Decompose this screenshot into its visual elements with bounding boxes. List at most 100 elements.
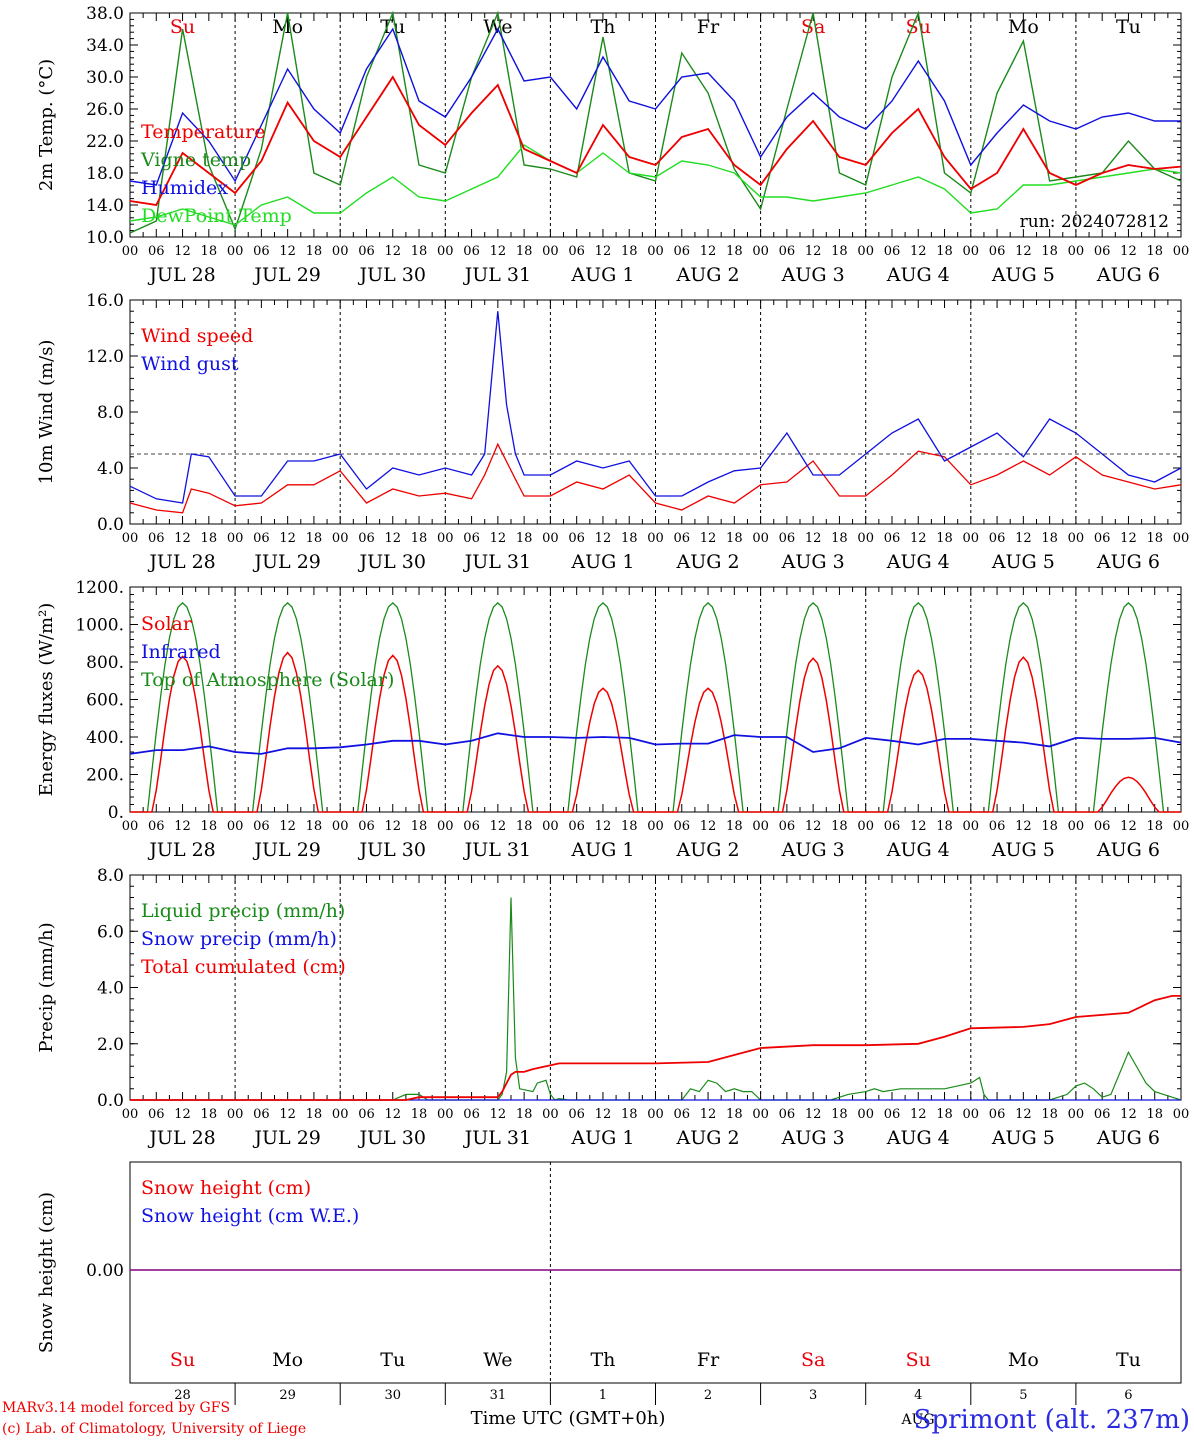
hour-tick-label: 12 xyxy=(384,1107,401,1122)
lab-credit: (c) Lab. of Climatology, University of L… xyxy=(2,1421,306,1437)
legend-entry: Vigne temp xyxy=(140,149,251,171)
hour-tick-label: 06 xyxy=(463,1107,480,1122)
date-tick-label: AUG 3 xyxy=(781,551,845,573)
day-number-label: 28 xyxy=(174,1388,191,1403)
hour-tick-label: 00 xyxy=(122,244,139,259)
hour-tick-label: 18 xyxy=(306,819,323,834)
hour-tick-label: 18 xyxy=(726,1107,743,1122)
hour-tick-label: 12 xyxy=(279,244,296,259)
day-number-label: 1 xyxy=(599,1388,607,1403)
hour-tick-label: 18 xyxy=(621,244,638,259)
y-tick-label: 26.0 xyxy=(86,100,124,120)
hour-tick-label: 06 xyxy=(1094,531,1111,546)
hour-tick-label: 12 xyxy=(1120,244,1137,259)
weekday-label: Su xyxy=(906,16,931,38)
weekday-label: Su xyxy=(170,1349,195,1371)
legend-entry: Snow height (cm W.E.) xyxy=(141,1205,359,1227)
hour-tick-label: 06 xyxy=(463,819,480,834)
weekday-label: Su xyxy=(170,16,195,38)
date-tick-label: JUL 30 xyxy=(358,1127,426,1149)
hour-tick-label: 00 xyxy=(1068,531,1085,546)
legend-entry: Top of Atmosphere (Solar) xyxy=(141,669,394,691)
hour-tick-label: 00 xyxy=(857,1107,874,1122)
hour-tick-label: 06 xyxy=(884,244,901,259)
legend-entry: Temperature xyxy=(141,121,265,143)
date-tick-label: AUG 3 xyxy=(781,264,845,286)
day-number-label: 3 xyxy=(809,1388,817,1403)
hour-tick-label: 12 xyxy=(910,531,927,546)
hour-tick-label: 06 xyxy=(463,244,480,259)
hour-tick-label: 18 xyxy=(201,1107,218,1122)
hour-tick-label: 18 xyxy=(726,531,743,546)
hour-tick-label: 12 xyxy=(1120,819,1137,834)
hour-tick-label: 00 xyxy=(647,531,664,546)
weekday-label: Fr xyxy=(697,16,720,38)
hour-tick-label: 06 xyxy=(779,1107,796,1122)
legend-entry: Wind gust xyxy=(141,353,239,375)
hour-tick-label: 00 xyxy=(1173,531,1190,546)
hour-tick-label: 18 xyxy=(516,819,533,834)
panel-snow: 0.00 Snow height (cm) Snow height (cm) Snow… xyxy=(36,1161,1182,1405)
legend-entry: Snow precip (mm/h) xyxy=(141,928,337,950)
hour-tick-label: 06 xyxy=(253,1107,270,1122)
hour-tick-label: 12 xyxy=(279,819,296,834)
legend-entry: Solar xyxy=(141,613,193,635)
hour-tick-label: 00 xyxy=(1173,819,1190,834)
hour-tick-label: 18 xyxy=(936,531,953,546)
weekday-label: Sa xyxy=(801,1349,825,1371)
hour-tick-label: 12 xyxy=(700,1107,717,1122)
day-number-label: 30 xyxy=(384,1388,401,1403)
weekday-label: Tu xyxy=(1116,16,1141,38)
hour-tick-label: 18 xyxy=(1146,819,1163,834)
hour-tick-label: 06 xyxy=(1094,244,1111,259)
hour-tick-label: 06 xyxy=(779,819,796,834)
hour-tick-label: 12 xyxy=(1120,1107,1137,1122)
legend-entry: Liquid precip (mm/h) xyxy=(141,900,345,922)
hour-tick-label: 00 xyxy=(963,1107,980,1122)
hour-tick-label: 12 xyxy=(805,531,822,546)
hour-tick-label: 00 xyxy=(963,819,980,834)
date-tick-label: JUL 29 xyxy=(252,264,320,286)
hour-tick-label: 18 xyxy=(201,531,218,546)
hour-tick-label: 06 xyxy=(568,819,585,834)
date-tick-label: AUG 3 xyxy=(781,1127,845,1149)
y-tick-label: 38.0 xyxy=(86,4,124,24)
hour-tick-label: 06 xyxy=(358,244,375,259)
hour-tick-label: 18 xyxy=(1146,531,1163,546)
hour-tick-label: 18 xyxy=(726,819,743,834)
y-tick-label: 400. xyxy=(86,728,124,748)
hour-tick-label: 06 xyxy=(568,244,585,259)
hour-tick-label: 00 xyxy=(857,531,874,546)
hour-tick-label: 18 xyxy=(831,819,848,834)
hour-tick-label: 12 xyxy=(595,244,612,259)
hour-tick-label: 00 xyxy=(647,1107,664,1122)
hour-tick-label: 12 xyxy=(700,244,717,259)
hour-tick-label: 12 xyxy=(490,819,507,834)
hour-tick-label: 00 xyxy=(122,531,139,546)
hour-tick-label: 18 xyxy=(201,819,218,834)
hour-tick-label: 12 xyxy=(805,244,822,259)
hour-tick-label: 00 xyxy=(437,819,454,834)
hour-tick-label: 12 xyxy=(595,531,612,546)
date-tick-label: JUL 30 xyxy=(358,264,426,286)
hour-tick-label: 06 xyxy=(148,819,165,834)
hour-tick-label: 00 xyxy=(1173,1107,1190,1122)
y-axis-title: 10m Wind (m/s) xyxy=(36,340,57,485)
legend-entry: Humidex xyxy=(141,177,228,199)
y-tick-label: 14.0 xyxy=(86,196,124,216)
hour-tick-label: 12 xyxy=(700,819,717,834)
hour-tick-label: 06 xyxy=(674,244,691,259)
date-tick-label: JUL 29 xyxy=(252,551,320,573)
hour-tick-label: 12 xyxy=(490,1107,507,1122)
date-tick-label: AUG 5 xyxy=(991,264,1055,286)
run-label: run: 2024072812 xyxy=(1020,212,1169,232)
hour-tick-label: 18 xyxy=(621,1107,638,1122)
y-tick-label: 1000. xyxy=(75,616,124,636)
legend-entry: Wind speed xyxy=(141,325,253,347)
hour-tick-label: 00 xyxy=(857,819,874,834)
hour-tick-label: 12 xyxy=(279,1107,296,1122)
hour-tick-label: 06 xyxy=(674,531,691,546)
panel-energy: 0. 200. 400. 600. 800. 1000. 1200. 00 06 12 18 JUL … xyxy=(36,578,1189,861)
hour-tick-label: 00 xyxy=(752,819,769,834)
hour-tick-label: 00 xyxy=(1068,244,1085,259)
